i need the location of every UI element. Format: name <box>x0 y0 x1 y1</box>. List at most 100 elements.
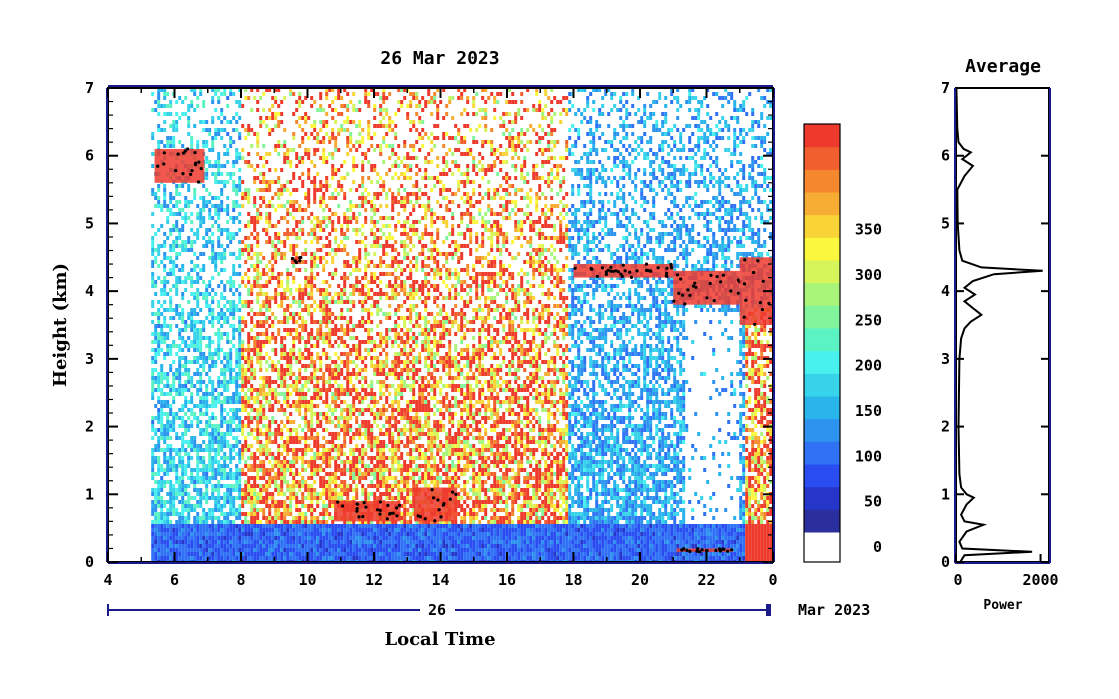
heat-cell <box>274 296 278 300</box>
heat-cell <box>256 188 260 192</box>
heat-cell <box>184 552 188 556</box>
heat-cell <box>325 260 329 264</box>
heat-cell <box>253 276 257 280</box>
heat-cell <box>241 448 245 452</box>
heat-cell <box>340 496 344 500</box>
heat-cell <box>307 172 311 176</box>
heat-cell <box>187 504 191 508</box>
heat-cell <box>250 468 254 472</box>
heat-cell <box>247 376 251 380</box>
heat-cell <box>193 488 197 492</box>
heat-cell <box>229 216 233 220</box>
heat-cell <box>262 92 266 96</box>
heat-cell <box>226 152 230 156</box>
heat-cell <box>328 504 332 508</box>
heat-cell <box>163 400 167 404</box>
heat-cell <box>253 524 257 528</box>
heat-cell <box>352 520 356 524</box>
heat-cell <box>244 516 248 520</box>
heat-cell <box>331 312 335 316</box>
heat-cell <box>301 456 305 460</box>
heat-cell <box>178 528 182 532</box>
heat-cell <box>322 264 326 268</box>
heat-cell <box>199 548 203 552</box>
heat-cell <box>172 456 176 460</box>
heat-cell <box>193 332 197 336</box>
heat-cell <box>346 236 350 240</box>
heat-cell <box>316 340 320 344</box>
heat-cell <box>241 368 245 372</box>
heat-cell <box>277 368 281 372</box>
heat-cell <box>184 536 188 540</box>
heat-cell <box>190 344 194 348</box>
heat-cell <box>292 132 296 136</box>
heat-cell <box>328 380 332 384</box>
heat-cell <box>277 488 281 492</box>
heat-cell <box>214 472 218 476</box>
heat-cell <box>217 508 221 512</box>
heat-cell <box>262 144 266 148</box>
heat-cell <box>274 552 278 556</box>
heat-cell <box>361 424 365 428</box>
heat-cell <box>247 132 251 136</box>
heat-cell <box>151 188 155 192</box>
heat-cell <box>196 320 200 324</box>
heat-cell <box>181 544 185 548</box>
heat-cell <box>160 400 164 404</box>
heat-cell <box>313 372 317 376</box>
heat-cell <box>289 360 293 364</box>
heat-cell <box>361 492 365 496</box>
heat-cell <box>253 196 257 200</box>
heat-cell <box>313 320 317 324</box>
heat-cell <box>337 528 341 532</box>
heat-cell <box>190 548 194 552</box>
heat-cell <box>337 448 341 452</box>
heat-cell <box>355 256 359 260</box>
heat-cell <box>256 352 260 356</box>
heat-cell <box>196 520 200 524</box>
heat-cell <box>358 248 362 252</box>
heat-cell <box>337 92 341 96</box>
heat-cell <box>316 436 320 440</box>
heat-cell <box>286 400 290 404</box>
heat-cell <box>205 512 209 516</box>
heat-cell <box>307 444 311 448</box>
heat-cell <box>223 544 227 548</box>
heat-cell <box>331 332 335 336</box>
heat-cell <box>286 452 290 456</box>
heat-cell <box>304 208 308 212</box>
heat-cell <box>172 540 176 544</box>
heat-cell <box>199 352 203 356</box>
heat-cell <box>265 304 269 308</box>
heat-cell <box>238 308 242 312</box>
heat-cell <box>235 200 239 204</box>
heat-cell <box>241 520 245 524</box>
heat-cell <box>295 504 299 508</box>
heat-cell <box>247 160 251 164</box>
heat-cell <box>154 416 158 420</box>
heat-cell <box>313 460 317 464</box>
heat-cell <box>301 300 305 304</box>
heat-cell <box>181 316 185 320</box>
heat-cell <box>220 200 224 204</box>
heat-cell <box>154 388 158 392</box>
heat-cell <box>283 320 287 324</box>
heat-cell <box>247 200 251 204</box>
heat-cell <box>157 532 161 536</box>
heat-cell <box>238 524 242 528</box>
heat-cell <box>361 196 365 200</box>
heat-cell <box>253 508 257 512</box>
heat-cell <box>241 552 245 556</box>
heat-cell <box>289 272 293 276</box>
heat-cell <box>367 316 371 320</box>
heat-cell <box>322 492 326 496</box>
heat-cell <box>229 176 233 180</box>
heat-cell <box>193 360 197 364</box>
heat-cell <box>319 376 323 380</box>
heat-cell <box>274 388 278 392</box>
heat-cell <box>223 400 227 404</box>
heat-cell <box>205 304 209 308</box>
heat-cell <box>187 512 191 516</box>
heat-cell <box>331 408 335 412</box>
heat-cell <box>151 436 155 440</box>
